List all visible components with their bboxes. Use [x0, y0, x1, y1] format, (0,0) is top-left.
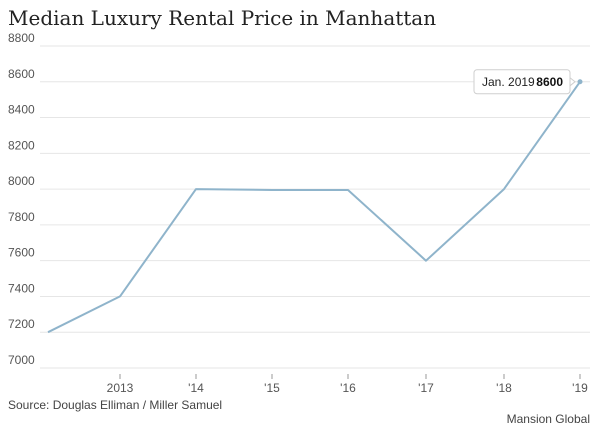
x-tick-label: '14 — [188, 381, 204, 395]
x-tick-label: '17 — [418, 381, 434, 395]
source-note: Source: Douglas Elliman / Miller Samuel — [8, 398, 223, 412]
y-tick-label: 8000 — [8, 174, 35, 188]
highlighted-point[interactable] — [577, 79, 583, 85]
y-tick-label: 7600 — [8, 246, 35, 260]
tooltip-value-label: 8600 — [536, 75, 563, 89]
y-tick-label: 7400 — [8, 281, 35, 295]
brand-label: Mansion Global — [506, 412, 590, 426]
grid-lines — [40, 45, 590, 369]
series-line — [47, 81, 581, 334]
x-tick-label: '16 — [340, 381, 356, 395]
y-tick-label: 7800 — [8, 210, 35, 224]
tooltip: Jan. 2019 8600 — [473, 69, 576, 95]
x-tick-label: '19 — [572, 381, 588, 395]
chart-title: Median Luxury Rental Price in Manhattan — [8, 6, 437, 30]
y-tick-label: 7200 — [8, 317, 35, 331]
y-tick-label: 8800 — [8, 31, 35, 45]
tooltip-date-label: Jan. 2019 — [482, 75, 535, 89]
x-tick-label: '15 — [264, 381, 280, 395]
x-tick-label: '18 — [496, 381, 512, 395]
tooltip-pointer — [569, 76, 576, 87]
y-tick-label: 8600 — [8, 67, 35, 81]
x-axis-ticks: 2013 '14 '15 '16 '17 '18 '19 — [107, 374, 588, 395]
y-axis-ticks: 7000 7200 7400 7600 7800 8000 8200 8400 8600 8800 — [8, 31, 35, 367]
y-tick-label: 7000 — [8, 353, 35, 367]
y-tick-label: 8400 — [8, 103, 35, 117]
x-tick-label: 2013 — [107, 381, 134, 395]
y-tick-label: 8200 — [8, 138, 35, 152]
